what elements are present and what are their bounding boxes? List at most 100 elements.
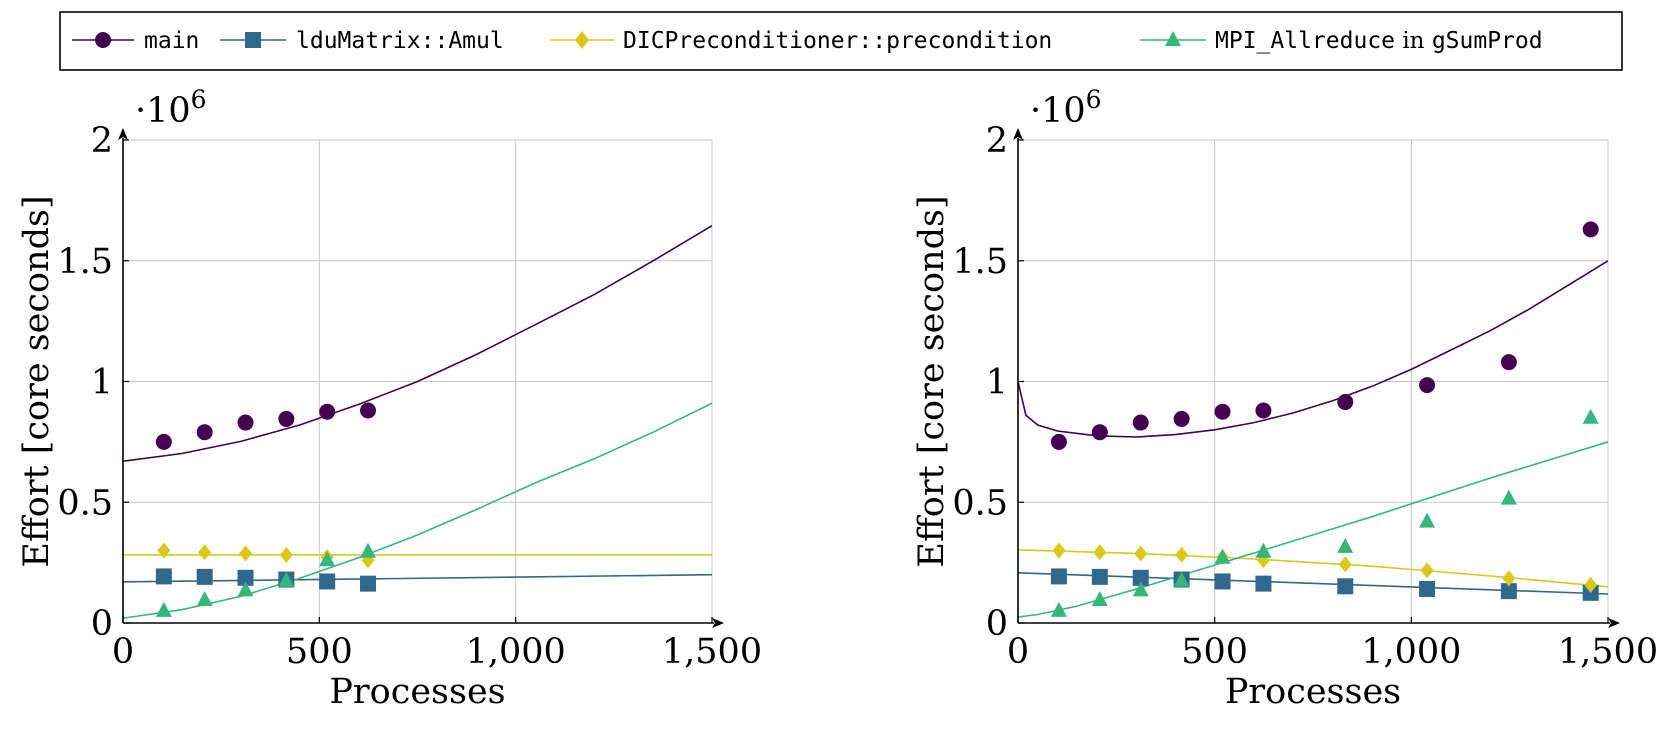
- x-tick-label: 0: [1007, 632, 1029, 672]
- x-tick-label: 1,500: [1558, 632, 1658, 672]
- legend-label-amul: lduMatrix::Amul: [296, 28, 504, 54]
- legend-marker-precondition: [575, 31, 589, 49]
- y-axis-label: Effort [core seconds]: [912, 195, 952, 567]
- data-point-amul: [1419, 580, 1436, 597]
- data-point-precondition: [1584, 576, 1598, 593]
- data-point-allreduce: [360, 542, 377, 558]
- y-tick-label: 2: [91, 121, 113, 161]
- y-axis-arrow: [1013, 128, 1023, 140]
- y-tick-label: 1.5: [952, 242, 1008, 282]
- data-point-allreduce: [1214, 548, 1231, 564]
- legend-label-allreduce-code2: gSumProd: [1432, 28, 1543, 54]
- data-point-amul: [360, 575, 377, 592]
- data-point-main: [1132, 414, 1149, 431]
- data-point-allreduce: [1337, 537, 1354, 553]
- data-point-precondition: [157, 542, 171, 559]
- data-point-main: [360, 402, 377, 419]
- legend-marker-amul: [245, 32, 261, 48]
- y-axis-arrow: [118, 128, 128, 140]
- fit-line-amul: [123, 573, 712, 583]
- data-point-amul: [1091, 568, 1108, 585]
- data-point-main: [1419, 377, 1436, 394]
- x-tick-label: 1,000: [466, 632, 566, 672]
- fit-line-main: [123, 225, 712, 462]
- data-point-allreduce: [155, 601, 172, 617]
- x-axis-arrow: [1608, 618, 1620, 628]
- data-point-main: [1255, 402, 1272, 419]
- data-point-allreduce: [237, 581, 254, 597]
- y-tick-label: 1: [91, 363, 113, 403]
- data-point-main: [196, 424, 213, 441]
- data-point-allreduce: [196, 591, 213, 607]
- legend-entry-main: main: [72, 28, 199, 54]
- legend-entry-precondition: DICPreconditioner::precondition: [550, 28, 1052, 54]
- y-tick-label: 0.5: [952, 483, 1008, 523]
- data-point-amul: [319, 573, 336, 590]
- y-tick-label: 1.5: [57, 242, 113, 282]
- y-tick-label: 2: [986, 121, 1008, 161]
- data-point-allreduce: [319, 551, 336, 567]
- data-point-main: [1500, 354, 1517, 371]
- y-multiplier-exponent: 6: [191, 85, 207, 114]
- y-multiplier-exponent: 6: [1086, 85, 1102, 114]
- data-point-main: [278, 410, 295, 427]
- data-point-main: [1337, 394, 1354, 411]
- legend-label-main: main: [144, 28, 199, 54]
- x-tick-label: 500: [1181, 632, 1248, 672]
- data-point-allreduce: [1500, 489, 1517, 505]
- legend: main lduMatrix::Amul DICPreconditioner::…: [59, 11, 1623, 71]
- fit-line-main: [1018, 260, 1608, 438]
- fit-line-allreduce: [123, 402, 712, 619]
- data-point-precondition: [1175, 546, 1189, 563]
- data-point-main: [1582, 221, 1599, 238]
- data-point-precondition: [279, 546, 293, 563]
- x-axis-label: Processes: [1225, 672, 1401, 712]
- data-point-amul: [1214, 573, 1231, 590]
- legend-label-allreduce: MPI_Allreduce in gSumProd: [1215, 28, 1543, 54]
- data-point-precondition: [239, 545, 253, 562]
- data-point-allreduce: [1419, 512, 1436, 528]
- x-axis-label: Processes: [329, 672, 505, 712]
- data-point-main: [1214, 403, 1231, 420]
- data-point-main: [1173, 410, 1190, 427]
- fit-line-allreduce: [1018, 441, 1608, 618]
- data-point-main: [1050, 433, 1067, 450]
- data-point-precondition: [1052, 542, 1066, 559]
- y-tick-label: 1: [986, 363, 1008, 403]
- y-tick-label: 0: [986, 604, 1008, 644]
- data-point-precondition: [1420, 562, 1434, 579]
- y-multiplier-label: ·106: [135, 85, 207, 131]
- data-point-allreduce: [1582, 408, 1599, 424]
- data-point-allreduce: [1255, 542, 1272, 558]
- x-tick-label: 1,500: [662, 632, 762, 672]
- x-tick-label: 0: [112, 632, 134, 672]
- data-point-main: [155, 433, 172, 450]
- data-point-precondition: [1338, 556, 1352, 573]
- x-axis-arrow: [712, 618, 724, 628]
- legend-label-allreduce-in: in: [1395, 28, 1432, 54]
- data-point-amul: [1255, 575, 1272, 592]
- chart-panel-left: 0 500 1,000 1,500 0 0.5 1 1.5 2 ·106 Processes Effo…: [17, 85, 762, 712]
- data-point-amul: [155, 568, 172, 585]
- data-point-main: [319, 403, 336, 420]
- data-point-allreduce: [1091, 591, 1108, 607]
- data-point-allreduce: [278, 571, 295, 587]
- data-point-allreduce: [1173, 571, 1190, 587]
- legend-marker-main: [95, 32, 111, 48]
- legend-marker-allreduce: [1165, 31, 1181, 46]
- legend-entry-allreduce: MPI_Allreduce in gSumProd: [1140, 28, 1543, 54]
- x-tick-label: 1,000: [1361, 632, 1461, 672]
- data-point-amul: [196, 568, 213, 585]
- y-multiplier-label: ·106: [1030, 85, 1102, 131]
- x-tick-label: 500: [286, 632, 353, 672]
- data-point-precondition: [1502, 570, 1516, 587]
- legend-label-precondition: DICPreconditioner::precondition: [623, 28, 1052, 54]
- data-point-allreduce: [1050, 601, 1067, 617]
- y-axis-label: Effort [core seconds]: [17, 195, 57, 567]
- data-point-amul: [1132, 569, 1149, 586]
- y-tick-label: 0: [91, 604, 113, 644]
- data-point-precondition: [198, 544, 212, 561]
- data-point-amul: [1050, 568, 1067, 585]
- data-point-amul: [1500, 583, 1517, 600]
